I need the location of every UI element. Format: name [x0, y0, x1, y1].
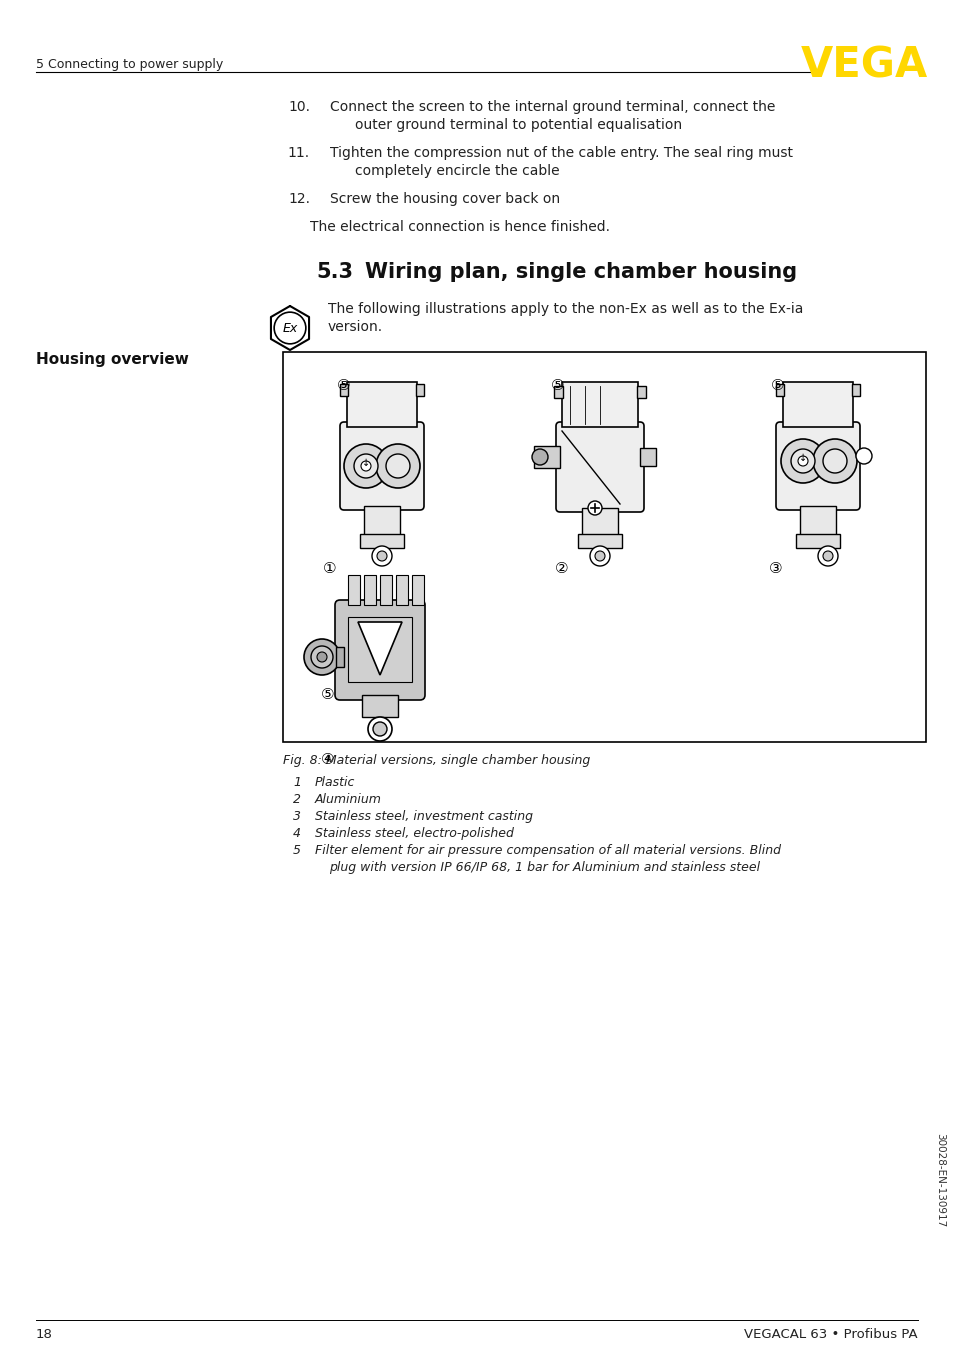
Circle shape [375, 444, 419, 487]
Circle shape [311, 646, 333, 668]
Text: Screw the housing cover back on: Screw the housing cover back on [330, 192, 559, 206]
Bar [578, 533, 621, 548]
Text: 10.: 10. [288, 100, 310, 114]
Text: ⑤: ⑤ [321, 686, 335, 701]
Circle shape [368, 718, 392, 741]
Text: ④: ④ [321, 751, 335, 766]
Bar [283, 352, 925, 742]
Text: Stainless steel, investment casting: Stainless steel, investment casting [314, 810, 533, 823]
Text: Housing overview: Housing overview [36, 352, 189, 367]
Text: 30028-EN-130917: 30028-EN-130917 [934, 1133, 944, 1227]
Text: Connect the screen to the internal ground terminal, connect the: Connect the screen to the internal groun… [330, 100, 775, 114]
Text: ③: ③ [768, 561, 782, 575]
Text: 5.3: 5.3 [315, 263, 353, 282]
Bar [800, 506, 835, 536]
Circle shape [386, 454, 410, 478]
Circle shape [817, 546, 837, 566]
Bar [364, 575, 375, 605]
Bar [379, 575, 392, 605]
Circle shape [354, 454, 377, 478]
Text: Wiring plan, single chamber housing: Wiring plan, single chamber housing [365, 263, 797, 282]
Circle shape [304, 639, 339, 676]
Text: ↓: ↓ [361, 458, 370, 468]
Text: plug with version IP 66/IP 68, 1 bar for Aluminium and stainless steel: plug with version IP 66/IP 68, 1 bar for… [329, 861, 760, 873]
Text: Ex: Ex [282, 321, 297, 334]
Text: 5 Connecting to power supply: 5 Connecting to power supply [36, 58, 223, 70]
Text: 11.: 11. [288, 146, 310, 160]
Text: outer ground terminal to potential equalisation: outer ground terminal to potential equal… [355, 118, 681, 131]
Bar [395, 575, 408, 605]
FancyBboxPatch shape [339, 422, 423, 510]
Circle shape [344, 444, 388, 487]
Text: Plastic: Plastic [314, 776, 355, 789]
Text: 18: 18 [36, 1328, 52, 1340]
Bar [348, 617, 412, 682]
Circle shape [812, 439, 856, 483]
Bar [637, 386, 645, 398]
Text: completely encircle the cable: completely encircle the cable [355, 164, 559, 177]
Bar [534, 445, 559, 468]
Text: 1: 1 [293, 776, 301, 789]
Bar [335, 647, 344, 668]
Text: VEGACAL 63 • Profibus PA: VEGACAL 63 • Profibus PA [743, 1328, 917, 1340]
Text: 2: 2 [293, 793, 301, 806]
Text: VEGA: VEGA [800, 45, 927, 87]
Bar [554, 386, 562, 398]
Text: 5: 5 [293, 844, 301, 857]
Bar [347, 382, 416, 427]
Text: The following illustrations apply to the non-Ex as well as to the Ex-ia: The following illustrations apply to the… [328, 302, 802, 315]
Bar [339, 385, 348, 395]
Bar [348, 575, 359, 605]
Circle shape [372, 546, 392, 566]
Circle shape [855, 448, 871, 464]
Bar [416, 385, 423, 395]
Circle shape [373, 722, 387, 737]
Text: ⑤: ⑤ [336, 378, 351, 393]
Text: The electrical connection is hence finished.: The electrical connection is hence finis… [310, 219, 609, 234]
Circle shape [822, 551, 832, 561]
Circle shape [595, 551, 604, 561]
Circle shape [790, 450, 814, 473]
Text: ②: ② [555, 561, 568, 575]
Text: ⑤: ⑤ [551, 378, 564, 393]
Bar [581, 508, 618, 536]
Text: 12.: 12. [288, 192, 310, 206]
FancyBboxPatch shape [556, 422, 643, 512]
Bar [364, 506, 399, 536]
Text: Filter element for air pressure compensation of all material versions. Blind: Filter element for air pressure compensa… [314, 844, 781, 857]
Text: Tighten the compression nut of the cable entry. The seal ring must: Tighten the compression nut of the cable… [330, 146, 792, 160]
Text: 4: 4 [293, 827, 301, 839]
Bar [359, 533, 403, 548]
Text: ①: ① [323, 561, 336, 575]
FancyBboxPatch shape [775, 422, 859, 510]
Bar [639, 448, 656, 466]
Circle shape [589, 546, 609, 566]
Circle shape [797, 456, 807, 466]
Circle shape [587, 501, 601, 515]
Circle shape [822, 450, 846, 473]
Text: Aluminium: Aluminium [314, 793, 381, 806]
Bar [795, 533, 840, 548]
Bar [775, 385, 783, 395]
Bar [782, 382, 852, 427]
Bar [412, 575, 423, 605]
Bar [851, 385, 859, 395]
Circle shape [360, 460, 371, 471]
Circle shape [316, 653, 327, 662]
Text: Fig. 8: Material versions, single chamber housing: Fig. 8: Material versions, single chambe… [283, 754, 590, 766]
Text: ⑤: ⑤ [770, 378, 784, 393]
Text: Stainless steel, electro-polished: Stainless steel, electro-polished [314, 827, 514, 839]
Polygon shape [357, 621, 401, 676]
Text: version.: version. [328, 320, 383, 334]
Circle shape [376, 551, 387, 561]
Circle shape [781, 439, 824, 483]
Text: ↓: ↓ [798, 454, 806, 463]
Bar [561, 382, 638, 427]
Circle shape [532, 450, 547, 464]
Text: 3: 3 [293, 810, 301, 823]
FancyBboxPatch shape [335, 600, 424, 700]
Bar [361, 695, 397, 718]
